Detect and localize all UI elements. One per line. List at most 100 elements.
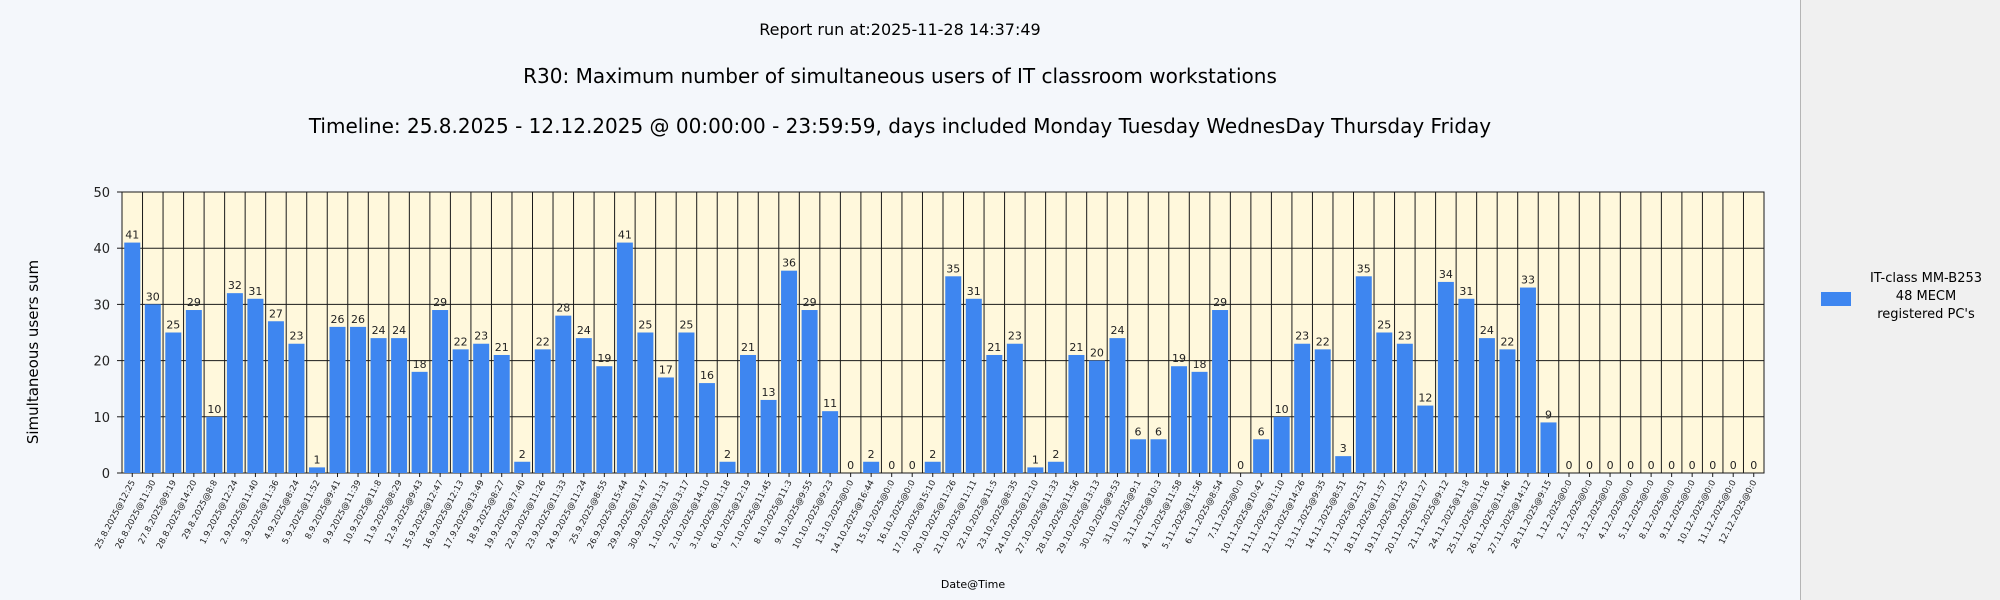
bar-value-label: 25 (166, 319, 180, 332)
bar-value-label: 29 (803, 296, 817, 309)
bar-value-label: 31 (1459, 285, 1473, 298)
bar (1212, 310, 1229, 473)
bar-value-label: 24 (392, 324, 406, 337)
bar-value-label: 6 (1155, 425, 1162, 438)
bar (1273, 416, 1290, 473)
bar-value-label: 31 (967, 285, 981, 298)
bar (740, 354, 757, 473)
bar (1047, 461, 1064, 473)
bar (144, 304, 161, 473)
legend-line: IT-class MM-B253 (1869, 271, 1983, 286)
bar (924, 461, 941, 473)
bar-value-label: 22 (536, 335, 550, 348)
bar (863, 461, 880, 473)
bar (986, 354, 1003, 473)
bar-value-label: 23 (289, 330, 303, 343)
bar-value-label: 18 (413, 358, 427, 371)
bar-value-label: 29 (187, 296, 201, 309)
bar (411, 371, 428, 473)
bar-value-label: 20 (1090, 347, 1104, 360)
bar-value-label: 25 (638, 319, 652, 332)
bar (391, 338, 408, 473)
bar (1314, 349, 1331, 473)
bar-value-label: 2 (724, 448, 731, 461)
bar (1519, 287, 1536, 473)
y-tick-label: 20 (93, 355, 110, 370)
legend-panel: IT-class MM-B253 48 MECM registered PC's (1800, 0, 2000, 600)
bar (432, 310, 449, 473)
bar (493, 354, 510, 473)
bar-value-label: 25 (679, 319, 693, 332)
bar-value-label: 11 (823, 397, 837, 410)
bar (1458, 298, 1475, 473)
bar-value-label: 26 (351, 313, 365, 326)
bar (1068, 354, 1085, 473)
bar-value-label: 2 (868, 448, 875, 461)
bar-value-label: 21 (987, 341, 1001, 354)
bar (965, 298, 982, 473)
legend-line: 48 MECM (1895, 289, 1957, 304)
bar-value-label: 29 (433, 296, 447, 309)
bar (1191, 371, 1208, 473)
bar-value-label: 19 (597, 352, 611, 365)
bar (308, 467, 325, 473)
bar (616, 242, 633, 473)
y-tick-label: 50 (93, 186, 110, 201)
bar-value-label: 2 (1052, 448, 1059, 461)
bar-value-label: 30 (146, 290, 160, 303)
bar-value-label: 10 (207, 403, 221, 416)
bar (1499, 349, 1516, 473)
y-tick-label: 30 (93, 298, 110, 313)
bar-value-label: 31 (248, 285, 262, 298)
bar-value-label: 21 (741, 341, 755, 354)
bar (452, 349, 469, 473)
bar-value-label: 23 (1295, 330, 1309, 343)
bar (637, 332, 654, 473)
x-axis-label: Date@Time (941, 578, 1005, 591)
bar (329, 326, 346, 473)
bar-value-label: 21 (495, 341, 509, 354)
bar (596, 366, 613, 473)
bar-value-label: 0 (1689, 459, 1696, 472)
bar-value-label: 3 (1340, 442, 1347, 455)
bar-value-label: 0 (1709, 459, 1716, 472)
bar-value-label: 0 (1750, 459, 1757, 472)
bar (267, 321, 284, 473)
bar (657, 377, 674, 473)
bar (781, 270, 798, 473)
bar-value-label: 12 (1418, 392, 1432, 405)
bar-value-label: 0 (888, 459, 895, 472)
bar-value-label: 21 (1069, 341, 1083, 354)
legend-swatch (1821, 292, 1851, 306)
bar-value-label: 22 (1500, 335, 1514, 348)
bar-value-label: 41 (618, 229, 632, 242)
bar (1396, 343, 1413, 473)
bar (350, 326, 367, 473)
bar-value-label: 0 (1566, 459, 1573, 472)
report-title: R30: Maximum number of simultaneous user… (523, 64, 1277, 88)
bar (1335, 456, 1352, 473)
bar (945, 276, 962, 473)
bar-value-label: 28 (556, 302, 570, 315)
bar-value-label: 0 (1586, 459, 1593, 472)
bar (575, 338, 592, 473)
bar-value-label: 35 (1357, 262, 1371, 275)
bar (698, 383, 715, 473)
bar-value-label: 34 (1439, 268, 1453, 281)
bar (1540, 422, 1557, 473)
bar-value-label: 2 (929, 448, 936, 461)
bar-value-label: 24 (372, 324, 386, 337)
bar (534, 349, 551, 473)
bar-value-label: 0 (1730, 459, 1737, 472)
bar-value-label: 1 (1032, 453, 1039, 466)
bar (555, 315, 572, 473)
bar-value-label: 27 (269, 307, 283, 320)
bar-value-label: 0 (1668, 459, 1675, 472)
bar-value-label: 26 (331, 313, 345, 326)
bar-value-label: 35 (946, 262, 960, 275)
bar (288, 343, 305, 473)
bar (226, 293, 243, 473)
bar-value-label: 33 (1521, 274, 1535, 287)
bar (719, 461, 736, 473)
